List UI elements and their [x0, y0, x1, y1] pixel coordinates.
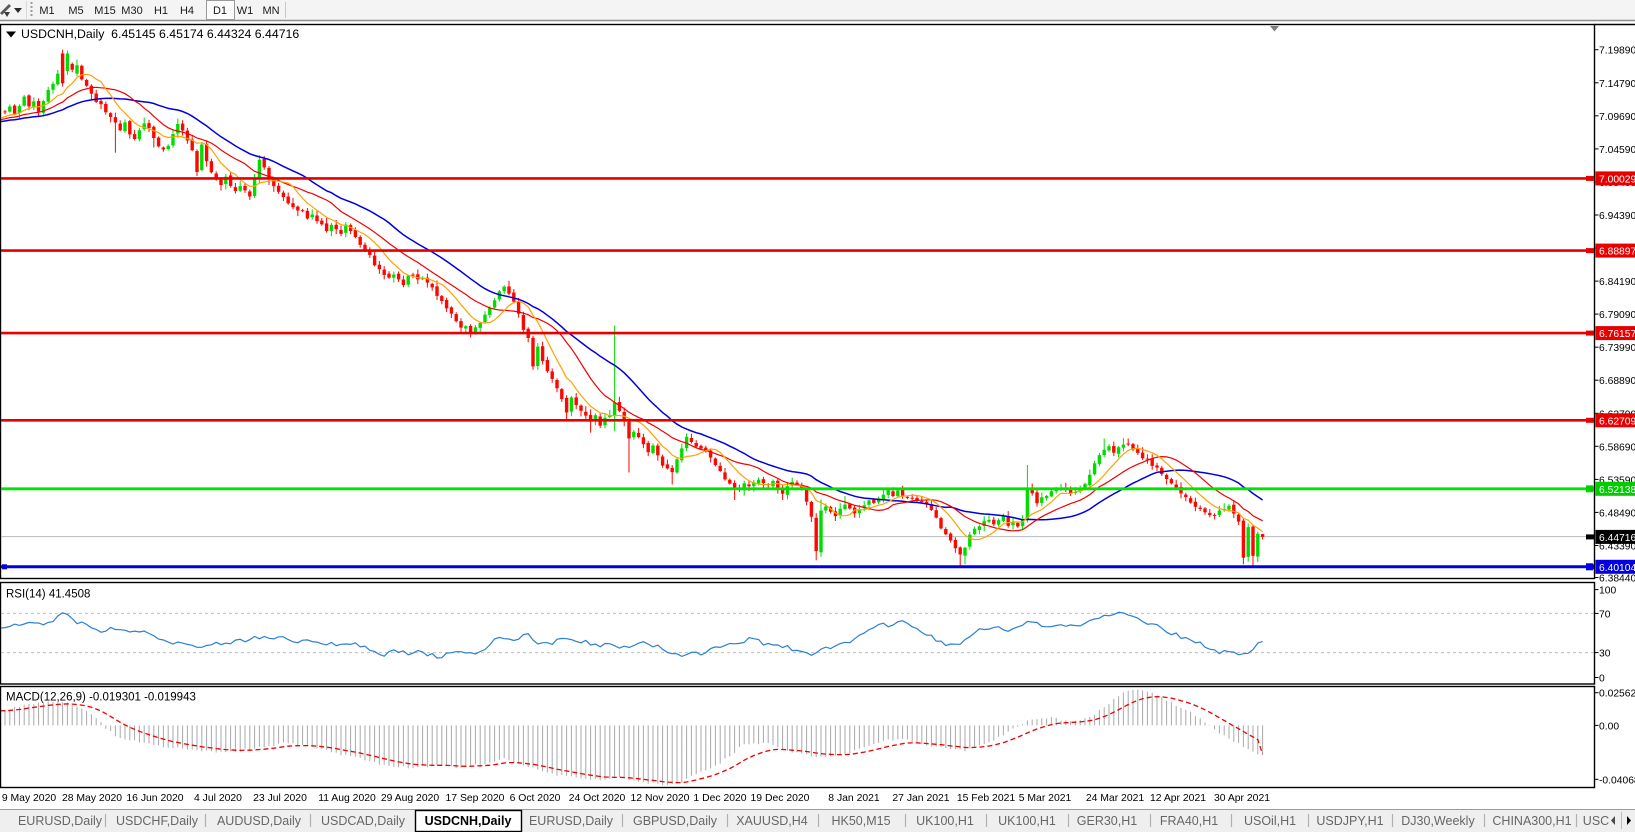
svg-text:27 Jan 2021: 27 Jan 2021 [892, 793, 949, 804]
svg-text:USDCHF,Daily: USDCHF,Daily [116, 814, 199, 828]
svg-text:5 Mar 2021: 5 Mar 2021 [1019, 793, 1072, 804]
svg-text:6.88897: 6.88897 [1599, 247, 1635, 258]
svg-text:USDJPY,H1: USDJPY,H1 [1316, 814, 1383, 828]
svg-text:28 May 2020: 28 May 2020 [62, 793, 122, 804]
svg-text:7.14790: 7.14790 [1599, 79, 1635, 90]
svg-text:1 Dec 2020: 1 Dec 2020 [693, 793, 746, 804]
svg-text:MACD(12,26,9) -0.019301 -0.019: MACD(12,26,9) -0.019301 -0.019943 [6, 692, 196, 704]
svg-text:29 Aug 2020: 29 Aug 2020 [381, 793, 440, 804]
svg-text:6.68890: 6.68890 [1599, 376, 1635, 387]
svg-text:USDCNH,Daily: USDCNH,Daily [425, 814, 512, 828]
svg-text:15 Feb 2021: 15 Feb 2021 [957, 793, 1016, 804]
svg-text:8 Jan 2021: 8 Jan 2021 [828, 793, 880, 804]
svg-text:0.025623: 0.025623 [1599, 689, 1635, 700]
svg-text:30: 30 [1599, 649, 1611, 660]
svg-text:100: 100 [1599, 586, 1616, 597]
svg-text:RSI(14) 41.4508: RSI(14) 41.4508 [6, 589, 90, 601]
svg-text:M15: M15 [94, 5, 115, 17]
svg-text:GER30,H1: GER30,H1 [1077, 814, 1137, 828]
svg-text:M1: M1 [39, 5, 54, 17]
svg-text:FRA40,H1: FRA40,H1 [1160, 814, 1218, 828]
svg-text:7.00029: 7.00029 [1599, 174, 1635, 185]
svg-text:23 Jul 2020: 23 Jul 2020 [253, 793, 307, 804]
svg-text:6.84190: 6.84190 [1599, 277, 1635, 288]
svg-text:7.09690: 7.09690 [1599, 112, 1635, 123]
svg-text:6.48490: 6.48490 [1599, 508, 1635, 519]
svg-text:6.38440: 6.38440 [1599, 574, 1635, 585]
svg-text:6 Oct 2020: 6 Oct 2020 [510, 793, 561, 804]
svg-text:-0.040687: -0.040687 [1599, 775, 1635, 786]
svg-text:EURUSD,Daily: EURUSD,Daily [18, 814, 103, 828]
svg-text:MN: MN [262, 5, 279, 17]
svg-text:EURUSD,Daily: EURUSD,Daily [529, 814, 614, 828]
svg-text:USOil,H1: USOil,H1 [1244, 814, 1296, 828]
svg-text:M30: M30 [121, 5, 142, 17]
svg-text:12 Nov 2020: 12 Nov 2020 [631, 793, 690, 804]
svg-text:19 Dec 2020: 19 Dec 2020 [751, 793, 810, 804]
svg-text:6.79090: 6.79090 [1599, 310, 1635, 321]
svg-text:30 Apr 2021: 30 Apr 2021 [1214, 793, 1270, 804]
svg-text:W1: W1 [237, 5, 254, 17]
svg-text:DJ30,Weekly: DJ30,Weekly [1401, 814, 1475, 828]
svg-text:D1: D1 [213, 5, 227, 17]
svg-text:7.04590: 7.04590 [1599, 145, 1635, 156]
svg-text:USC: USC [1583, 814, 1609, 828]
svg-text:6.94390: 6.94390 [1599, 211, 1635, 222]
svg-text:9 May 2020: 9 May 2020 [2, 793, 57, 804]
svg-text:4 Jul 2020: 4 Jul 2020 [194, 793, 242, 804]
svg-text:6.76157: 6.76157 [1599, 329, 1635, 340]
svg-text:6.52138: 6.52138 [1599, 485, 1635, 496]
svg-text:6.53590: 6.53590 [1599, 475, 1635, 486]
svg-text:UK100,H1: UK100,H1 [916, 814, 974, 828]
svg-text:70: 70 [1599, 609, 1611, 620]
svg-text:6.62709: 6.62709 [1599, 416, 1635, 427]
svg-text:UK100,H1: UK100,H1 [998, 814, 1056, 828]
svg-text:H1: H1 [154, 5, 168, 17]
svg-text:0.00: 0.00 [1599, 721, 1619, 732]
svg-text:24 Mar 2021: 24 Mar 2021 [1086, 793, 1145, 804]
svg-text:11 Aug 2020: 11 Aug 2020 [318, 793, 376, 804]
svg-text:XAUUSD,H4: XAUUSD,H4 [736, 814, 808, 828]
svg-text:24 Oct 2020: 24 Oct 2020 [569, 793, 626, 804]
svg-text:M5: M5 [68, 5, 83, 17]
svg-text:17 Sep 2020: 17 Sep 2020 [446, 793, 505, 804]
svg-text:0: 0 [1599, 674, 1605, 685]
svg-text:GBPUSD,Daily: GBPUSD,Daily [633, 814, 718, 828]
svg-text:6.73990: 6.73990 [1599, 343, 1635, 354]
svg-text:USDCAD,Daily: USDCAD,Daily [321, 814, 406, 828]
svg-text:6.40104: 6.40104 [1599, 563, 1635, 574]
svg-text:USDCNH,Daily 6.45145 6.45174: USDCNH,Daily 6.45145 6.45174 6.44324 6.4… [21, 27, 299, 41]
svg-text:AUDUSD,Daily: AUDUSD,Daily [217, 814, 302, 828]
svg-text:HK50,M15: HK50,M15 [831, 814, 890, 828]
svg-text:H4: H4 [180, 5, 194, 17]
svg-text:12 Apr 2021: 12 Apr 2021 [1150, 793, 1206, 804]
svg-text:6.43390: 6.43390 [1599, 542, 1635, 553]
svg-text:7.19890: 7.19890 [1599, 46, 1635, 57]
svg-text:6.44716: 6.44716 [1599, 533, 1635, 544]
svg-text:6.58690: 6.58690 [1599, 442, 1635, 453]
svg-text:CHINA300,H1: CHINA300,H1 [1492, 814, 1571, 828]
svg-text:16 Jun 2020: 16 Jun 2020 [126, 793, 183, 804]
